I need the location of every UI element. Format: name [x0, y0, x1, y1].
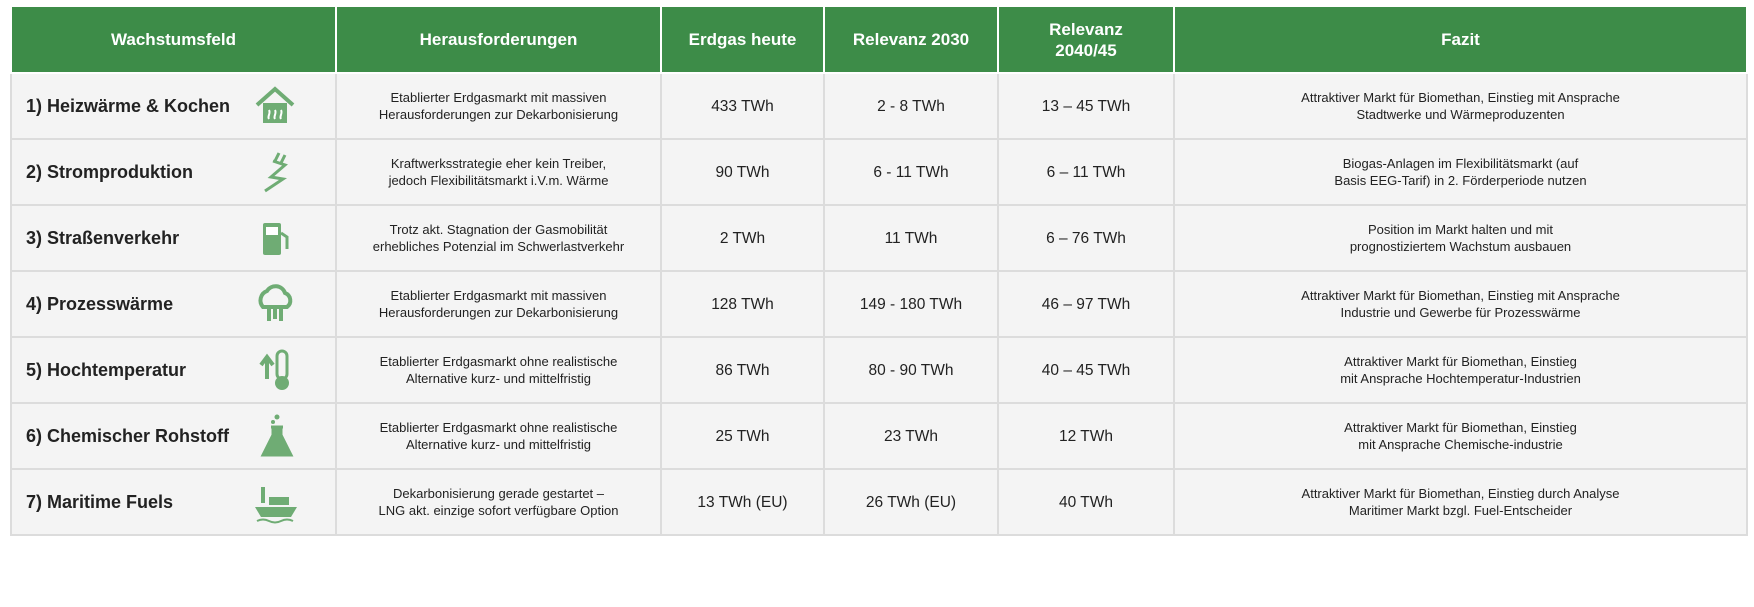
field-icon [259, 349, 289, 390]
field-cell: 2) Stromproduktion [10, 138, 337, 206]
table-cell: 86 TWh [660, 336, 825, 404]
header-cell: Relevanz 2030 [823, 5, 999, 74]
table-cell: 128 TWh [660, 270, 825, 338]
table-cell: Dekarbonisierung gerade gestartet – LNG … [335, 468, 662, 536]
table-cell: 80 - 90 TWh [823, 336, 999, 404]
header-cell: Erdgas heute [660, 5, 825, 74]
header-cell: Wachstumsfeld [10, 5, 337, 74]
header-cell: Fazit [1173, 5, 1748, 74]
table-cell: 26 TWh (EU) [823, 468, 999, 536]
table-cell: 13 TWh (EU) [660, 468, 825, 536]
table-row: 5) Hochtemperatur Etablierter Erdgasmarkt… [10, 336, 1748, 404]
table-cell: 46 – 97 TWh [997, 270, 1175, 338]
field-cell: 6) Chemischer Rohstoff [10, 402, 337, 470]
field-icon [258, 284, 293, 321]
field-cell: 5) Hochtemperatur [10, 336, 337, 404]
header-row: Wachstumsfeld Herausforderungen Erdgas heu… [10, 5, 1748, 74]
table-cell: 40 – 45 TWh [997, 336, 1175, 404]
table-cell: 433 TWh [660, 72, 825, 140]
table-row: 2) Stromproduktion Kraftwerksstrategie eh… [10, 138, 1748, 206]
table-cell: 2 TWh [660, 204, 825, 272]
table-cell: Kraftwerksstrategie eher kein Treiber, j… [335, 138, 662, 206]
table-cell: 149 - 180 TWh [823, 270, 999, 338]
table-row: 1) Heizwärme & Kochen Etablierter Erdgasm… [10, 72, 1748, 140]
table-cell: Position im Markt halten und mit prognos… [1173, 204, 1748, 272]
table-row: 6) Chemischer Rohstoff Etablierter Erdgas… [10, 402, 1748, 470]
table-cell: 6 – 11 TWh [997, 138, 1175, 206]
table-cell: Biogas-Anlagen im Flexibilitätsmarkt (au… [1173, 138, 1748, 206]
table-cell: Etablierter Erdgasmarkt ohne realistisch… [335, 402, 662, 470]
table-cell: 6 - 11 TWh [823, 138, 999, 206]
field-icon [255, 86, 295, 123]
table-cell: Etablierter Erdgasmarkt mit massiven Her… [335, 270, 662, 338]
table-cell: 11 TWh [823, 204, 999, 272]
table-cell: Attraktiver Markt für Biomethan, Einstie… [1173, 468, 1748, 536]
table-cell: 40 TWh [997, 468, 1175, 536]
table-row: 7) Maritime Fuels Dekarbonisierung gerade… [10, 468, 1748, 536]
header-cell: Relevanz 2040/45 [997, 5, 1175, 74]
table-cell: Attraktiver Markt für Biomethan, Einstie… [1173, 270, 1748, 338]
field-cell: 3) Straßenverkehr [10, 204, 337, 272]
table-cell: 6 – 76 TWh [997, 204, 1175, 272]
table-cell: Attraktiver Markt für Biomethan, Einstie… [1173, 72, 1748, 140]
table-cell: Attraktiver Markt für Biomethan, Einstie… [1173, 402, 1748, 470]
header-cell: Herausforderungen [335, 5, 662, 74]
table-cell: 90 TWh [660, 138, 825, 206]
field-icon [260, 414, 294, 457]
table-cell: 2 - 8 TWh [823, 72, 999, 140]
table-row: 4) Prozesswärme Etablierter Erdgasmarkt m… [10, 270, 1748, 338]
table-cell: 25 TWh [660, 402, 825, 470]
field-icon [263, 223, 289, 255]
field-icon [264, 152, 288, 193]
field-icon [255, 487, 297, 524]
field-cell: 7) Maritime Fuels [10, 468, 337, 536]
table-cell: Trotz akt. Stagnation der Gasmobilität e… [335, 204, 662, 272]
table-cell: Etablierter Erdgasmarkt mit massiven Her… [335, 72, 662, 140]
table-cell: Etablierter Erdgasmarkt ohne realistisch… [335, 336, 662, 404]
table-row: 3) Straßenverkehr Trotz akt. Stagnation d… [10, 204, 1748, 272]
growth-table: Wachstumsfeld Herausforderungen Erdgas heu… [10, 5, 1748, 536]
field-cell: 4) Prozesswärme [10, 270, 337, 338]
table-cell: 12 TWh [997, 402, 1175, 470]
table-body: 1) Heizwärme & Kochen Etablierter Erdgasm… [10, 72, 1748, 536]
table-cell: 13 – 45 TWh [997, 72, 1175, 140]
table-cell: Attraktiver Markt für Biomethan, Einstie… [1173, 336, 1748, 404]
table-cell: 23 TWh [823, 402, 999, 470]
field-cell: 1) Heizwärme & Kochen [10, 72, 337, 140]
